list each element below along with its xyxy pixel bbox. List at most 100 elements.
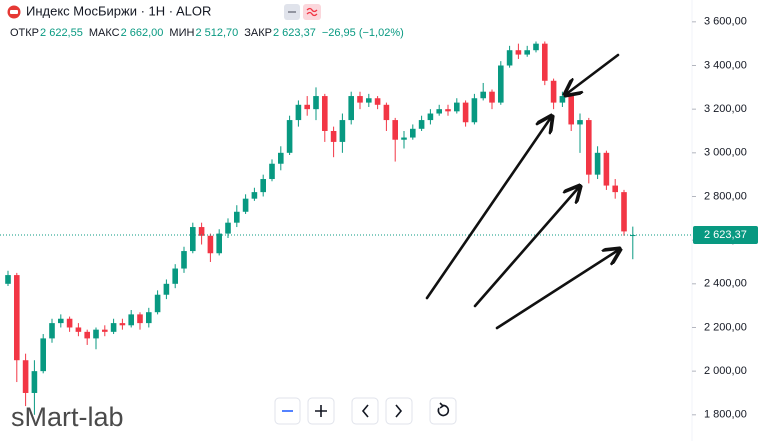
candle-body (533, 43, 539, 51)
candle-body (374, 98, 381, 105)
y-tick-label: 2 800,00 (704, 190, 747, 202)
candle-body (427, 113, 434, 121)
compare-icon (306, 7, 318, 17)
candle-body (383, 104, 390, 121)
candle-body (242, 198, 249, 212)
arrow (565, 53, 620, 95)
candles (5, 41, 636, 415)
candle-body (542, 43, 548, 81)
y-tick-label: 3 400,00 (704, 59, 747, 71)
candle-body (550, 80, 557, 103)
symbol-icon-mark (10, 10, 18, 14)
y-tick-label: 3 200,00 (704, 103, 747, 115)
watermark: sMart-lab (11, 402, 124, 432)
candle-body (348, 96, 354, 121)
candle-body (163, 283, 170, 295)
candle-body (489, 91, 495, 103)
candle-body (234, 211, 240, 223)
candle-body (146, 312, 152, 324)
candle-body (128, 314, 134, 326)
scroll-left-button[interactable] (351, 397, 379, 425)
candle-body (137, 314, 143, 324)
ohlc-name: ЗАКР (244, 27, 272, 39)
reset-button[interactable] (429, 397, 457, 425)
reset-icon (437, 402, 450, 417)
candle-body (577, 120, 583, 125)
candle-body (322, 96, 328, 131)
candle-body (594, 152, 601, 175)
candle-body (198, 227, 205, 236)
candle-body (102, 329, 108, 332)
chart-title: Индекс МосБиржи · 1H · ALOR (26, 3, 211, 18)
candle-body (586, 120, 592, 175)
candle-body (621, 192, 627, 232)
candle-body (612, 185, 618, 193)
candle-body (366, 98, 372, 103)
ohlc-value: 2 622,55 (40, 27, 83, 39)
candle-body (207, 235, 214, 254)
toolbar (274, 397, 457, 425)
last-price-label: 2 623,37 (704, 229, 747, 241)
candle-body (357, 96, 363, 103)
candle-body (172, 268, 178, 284)
ohlc-value: 2 623,37 (273, 27, 316, 39)
candle-body (313, 96, 319, 110)
scroll-left-icon (361, 404, 369, 418)
candle-body (454, 102, 460, 112)
y-tick-label: 3 600,00 (704, 16, 747, 28)
candle-body (330, 130, 337, 142)
candle-body (225, 222, 231, 234)
candle-body (181, 251, 187, 269)
candle-body (559, 96, 566, 103)
arrow (495, 249, 620, 330)
candle-body (410, 128, 416, 138)
candle-body (269, 163, 275, 180)
candle-body (75, 327, 82, 332)
candle-body (445, 109, 451, 112)
candle-body (216, 233, 222, 254)
candle-body (22, 360, 29, 393)
candle-body (84, 331, 90, 339)
ohlc-legend: ОТКР 2 622,55 МАКС 2 662,00 МИН 2 512,70 ЗАКР 2… (10, 27, 404, 39)
candle-body (339, 120, 346, 142)
candle-body (14, 275, 20, 361)
candle-body (603, 152, 610, 186)
arrow (425, 116, 552, 300)
ohlc-name: МАКС (89, 27, 120, 39)
candle-body (190, 227, 196, 252)
candle-body (304, 104, 310, 110)
candle-body (418, 120, 425, 129)
zoom-in-icon (315, 405, 327, 417)
candle-body (5, 275, 11, 284)
candle-body (251, 192, 258, 199)
candle-body (462, 102, 469, 123)
candle-body (568, 96, 574, 125)
candle-body (471, 98, 478, 123)
y-tick-label: 3 000,00 (704, 147, 747, 159)
y-tick-label: 1 800,00 (704, 409, 747, 421)
candle-body (49, 323, 55, 339)
candle-body (93, 329, 99, 339)
candle-body (480, 91, 486, 99)
candle-body (498, 65, 504, 103)
ohlc-value: 2 512,70 (195, 27, 238, 39)
candle-body (278, 152, 284, 164)
candle-body (524, 50, 530, 55)
candle-body (630, 235, 636, 237)
candle-body (515, 50, 522, 55)
scroll-right-button[interactable] (385, 397, 413, 425)
candle-body (392, 120, 398, 140)
candle-body (58, 318, 64, 324)
candle-body (31, 371, 38, 393)
scroll-right-icon (395, 404, 403, 418)
candle-body (506, 50, 513, 66)
annotation-arrows (425, 53, 620, 330)
candle-body (66, 318, 73, 328)
candle-body (401, 137, 407, 140)
ohlc-name: ОТКР (10, 27, 39, 39)
ohlc-name: МИН (169, 27, 194, 39)
candle-body (110, 323, 117, 332)
compare-button[interactable] (303, 4, 321, 20)
